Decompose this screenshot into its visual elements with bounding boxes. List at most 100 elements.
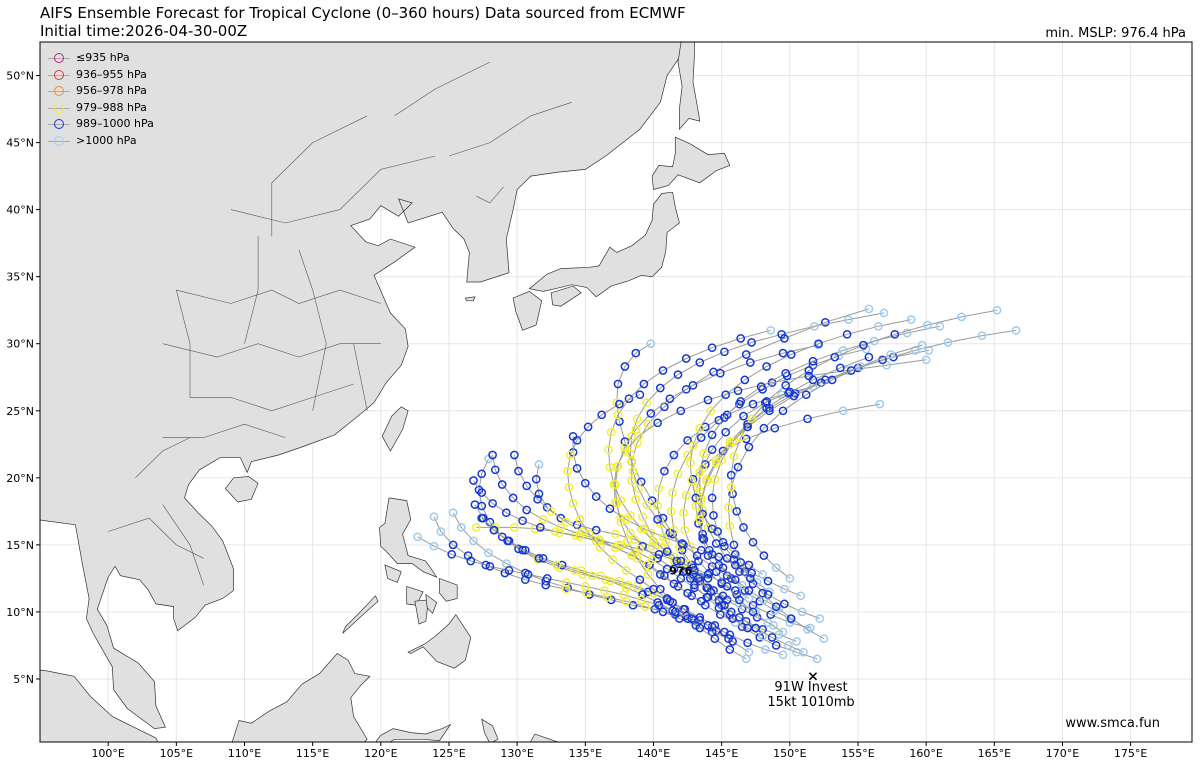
track-point (563, 583, 572, 593)
legend-item: 936–955 hPa (48, 67, 154, 84)
track-point (730, 549, 740, 559)
track-point (747, 338, 756, 347)
track-point (736, 397, 746, 406)
track-point (786, 350, 796, 359)
track-point (957, 312, 966, 322)
track-point (670, 607, 680, 617)
track-point (677, 539, 687, 548)
track-point (636, 595, 646, 605)
track-point (413, 532, 422, 542)
track-point (725, 521, 735, 531)
track-point (563, 466, 572, 476)
track-point (760, 645, 770, 654)
track-point (810, 321, 819, 331)
track-20 (510, 450, 706, 606)
track-point (694, 556, 703, 566)
track-point (572, 435, 582, 445)
track-point (654, 484, 664, 493)
track-point (744, 586, 754, 595)
track-point (538, 515, 548, 524)
track-point (720, 413, 729, 422)
track-point (943, 338, 953, 347)
legend-symbol-icon (48, 52, 70, 64)
track-point (740, 375, 750, 385)
land-halmahera (481, 718, 499, 742)
track-point (744, 594, 754, 603)
legend-label: ≤935 hPa (76, 51, 130, 64)
track-point (720, 541, 729, 551)
track-point (724, 502, 733, 512)
track-point (531, 474, 541, 484)
track-point (654, 549, 664, 559)
track-point (688, 380, 698, 390)
website-credit: www.smca.fun (1065, 716, 1160, 731)
track-point (669, 579, 679, 589)
track-point (565, 450, 575, 460)
admin-border (353, 343, 368, 411)
track-point (597, 410, 607, 420)
track-point (628, 600, 638, 610)
track-point (490, 465, 500, 475)
track-point (838, 406, 848, 416)
track-point (743, 623, 752, 633)
track-point (649, 584, 658, 594)
track-point (778, 406, 788, 416)
track-point (744, 560, 754, 570)
track-point (643, 570, 653, 579)
track-point (743, 638, 752, 648)
lon-tick-label: 150°E (773, 747, 806, 760)
track-point (613, 410, 623, 420)
track-point (814, 339, 823, 349)
lon-tick-label: 125°E (432, 747, 465, 760)
track-point (668, 488, 677, 497)
track-point (878, 355, 887, 365)
track-26 (563, 390, 672, 603)
lon-tick-label: 100°E (91, 747, 124, 760)
track-point (510, 523, 519, 532)
track-point (552, 560, 562, 570)
track-point (874, 321, 883, 331)
track-point (623, 536, 632, 546)
track-point (466, 556, 476, 566)
track-point (610, 480, 620, 489)
track-point (572, 464, 582, 473)
track-line (695, 391, 791, 609)
land-hainan (224, 476, 259, 503)
track-point (679, 567, 688, 577)
track-point (510, 450, 519, 460)
track-point (662, 564, 672, 574)
track-point (785, 618, 795, 628)
track-point (725, 439, 735, 449)
track-point (725, 645, 735, 654)
track-point (729, 452, 739, 461)
track-point (815, 614, 825, 623)
track-point (796, 591, 806, 601)
track-point (601, 575, 611, 585)
track-point (658, 366, 668, 375)
track-point (875, 399, 885, 409)
track-point (737, 580, 747, 590)
track-point (635, 390, 645, 400)
track-point (739, 411, 748, 421)
track-point (923, 320, 932, 330)
track-point (729, 540, 739, 550)
admin-border (135, 437, 191, 479)
land-sulawesi (375, 723, 452, 742)
track-point (741, 350, 751, 359)
track-point (688, 474, 698, 484)
track-point (812, 654, 822, 664)
title-line-1: AIFS Ensemble Forecast for Tropical Cycl… (40, 4, 686, 22)
legend-item: >1000 hPa (48, 133, 154, 150)
track-point (751, 623, 761, 633)
track-point (605, 462, 615, 472)
track-point (745, 574, 755, 583)
track-point (777, 329, 786, 339)
track-point (735, 595, 744, 605)
legend-label: 936–955 hPa (76, 67, 147, 81)
track-point (585, 529, 594, 539)
track-point (781, 380, 791, 390)
lat-tick-label: 50°N (6, 70, 34, 83)
lat-tick-label: 15°N (6, 539, 34, 552)
land-luzon (379, 497, 438, 578)
